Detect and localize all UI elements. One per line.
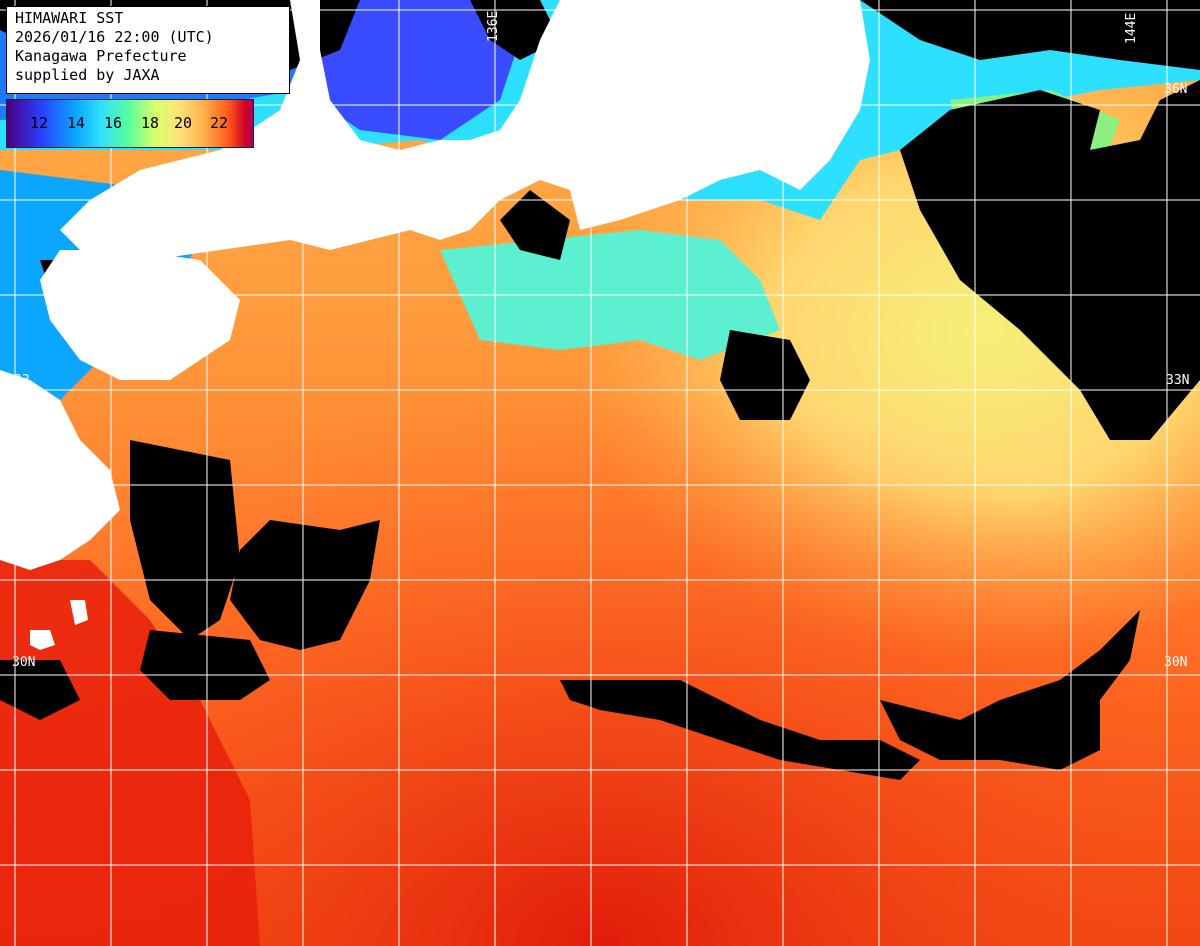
cloud-band-2 (880, 610, 1140, 770)
legend-label-14: 14 (67, 114, 86, 132)
cloud-north-center (470, 0, 560, 60)
legend-label-16: 16 (104, 114, 123, 132)
kyushu-land (0, 370, 120, 570)
map-info-box: HIMAWARI SST 2026/01/16 22:00 (UTC) Kana… (6, 6, 290, 94)
temperature-legend: 12 14 16 18 20 22 (6, 99, 254, 148)
cloud-central (230, 520, 380, 650)
legend-labels: 12 14 16 18 20 22 (7, 100, 253, 147)
cloud-west-low (140, 630, 270, 700)
cloud-izu (720, 330, 810, 420)
cloud-west-mid (130, 440, 240, 640)
region-name: Kanagawa Prefecture (15, 47, 187, 65)
southwest-hot-water (0, 560, 260, 946)
lat-label-33-left: 33 (14, 373, 30, 388)
data-source: supplied by JAXA (15, 66, 160, 84)
legend-label-20: 20 (174, 114, 193, 132)
lat-label-30-left: 30N (12, 655, 36, 670)
lat-label-30-right: 30N (1164, 655, 1188, 670)
island-small-2 (70, 600, 88, 625)
lon-label-144: 144E (1124, 12, 1139, 44)
legend-label-12: 12 (30, 114, 49, 132)
cloud-band-1 (560, 680, 920, 780)
timestamp: 2026/01/16 22:00 (UTC) (15, 28, 214, 46)
legend-label-18: 18 (141, 114, 160, 132)
kyushu-shikoku-land (40, 250, 240, 380)
lon-label-136: 136E (486, 10, 501, 42)
cloud-kii-peninsula (500, 190, 570, 260)
legend-label-22: 22 (210, 114, 229, 132)
product-title: HIMAWARI SST (15, 9, 124, 27)
honshu-land (60, 0, 870, 260)
island-small-1 (30, 630, 55, 650)
lat-label-36: 36N (1164, 82, 1188, 97)
cloud-northeast (860, 0, 1200, 440)
lat-label-33-right: 33N (1166, 373, 1190, 388)
